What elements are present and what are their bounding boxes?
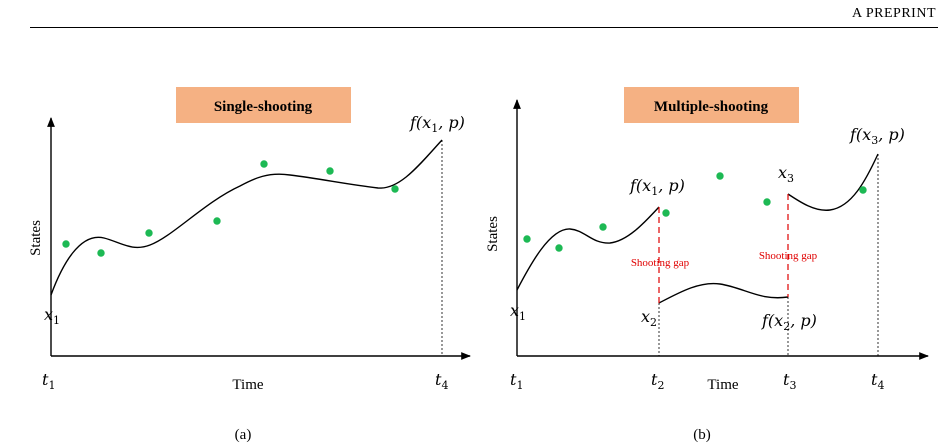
panel-b-xlabel: Time — [707, 377, 738, 393]
panel-b: Multiple-shooting States Time Shooting g… — [485, 87, 929, 443]
panel-b-x2-label: x2 — [641, 307, 657, 329]
observation-point — [260, 160, 268, 168]
panel-a-ylabel: States — [28, 220, 44, 256]
panel-b-f1-label: f(x1, p) — [629, 176, 685, 198]
panel-b-observations — [523, 172, 867, 252]
observation-point — [213, 217, 221, 225]
panel-b-banner — [624, 87, 799, 123]
panel-b-t1-label: t1 — [510, 370, 523, 392]
panel-b-segment-1 — [516, 206, 660, 291]
observation-point — [523, 235, 531, 243]
observation-point — [555, 244, 563, 252]
panel-a-trajectory — [50, 139, 443, 296]
observation-point — [62, 240, 70, 248]
panel-b-gap-label-1: Shooting gap — [631, 257, 690, 269]
observation-point — [859, 186, 867, 194]
panel-b-t4-label: t4 — [871, 370, 884, 392]
panel-a-end-label: f(x1, p) — [409, 113, 465, 135]
page-header: A PREPRINT — [0, 0, 948, 30]
panel-b-segment-2 — [658, 282, 789, 304]
observation-point — [599, 223, 607, 231]
panel-b-x3-label: x3 — [778, 163, 794, 185]
panel-b-segment-3 — [787, 153, 879, 211]
panel-a-observations — [62, 160, 399, 257]
panel-a-banner-text: Single-shooting — [214, 99, 313, 115]
panel-b-caption: (b) — [693, 427, 711, 443]
observation-point — [716, 172, 724, 180]
panel-b-x1-label: x1 — [510, 301, 526, 323]
panel-a-t1-label: t1 — [42, 370, 55, 392]
panel-a-xlabel: Time — [232, 377, 263, 393]
panel-a: Single-shooting States Time x1 t1 t4 f(x… — [28, 87, 471, 443]
observation-point — [662, 209, 670, 217]
panel-b-t2-label: t2 — [651, 370, 664, 392]
panel-a-x1-label: x1 — [44, 305, 60, 327]
panel-b-ylabel: States — [485, 216, 501, 252]
observation-point — [763, 198, 771, 206]
panel-b-gap-label-2: Shooting gap — [759, 250, 818, 262]
panel-b-f2-label: f(x2, p) — [761, 311, 817, 333]
observation-point — [97, 249, 105, 257]
panel-b-t3-label: t3 — [783, 370, 796, 392]
observation-point — [145, 229, 153, 237]
panel-a-t4-label: t4 — [435, 370, 448, 392]
panel-b-banner-text: Multiple-shooting — [654, 99, 769, 115]
panel-a-caption: (a) — [235, 427, 252, 443]
header-rule — [30, 27, 938, 28]
observation-point — [391, 185, 399, 193]
observation-point — [326, 167, 334, 175]
running-title: A PREPRINT — [852, 6, 936, 21]
panel-a-banner — [176, 87, 351, 123]
panel-b-f3-label: f(x3, p) — [849, 125, 905, 147]
